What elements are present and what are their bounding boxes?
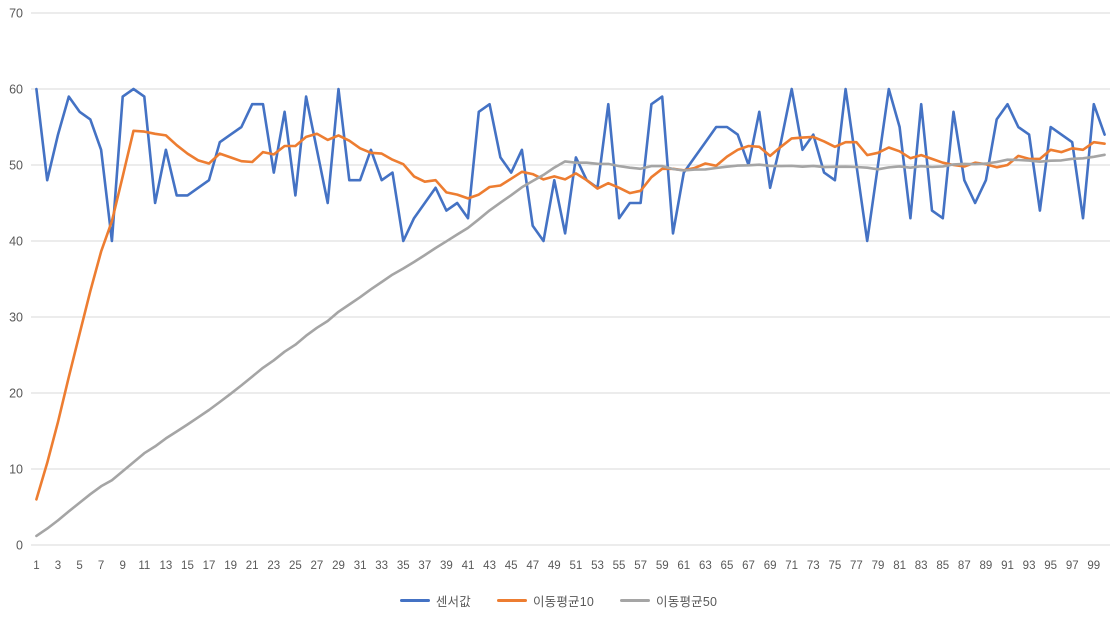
y-axis-tick-label: 30 xyxy=(9,311,23,325)
x-axis-tick-label: 51 xyxy=(569,560,582,572)
y-axis-tick-label: 20 xyxy=(9,387,23,401)
x-axis-tick-label: 89 xyxy=(980,560,993,572)
legend-item-ma50: 이동평균50 xyxy=(620,591,717,610)
x-axis-tick-label: 13 xyxy=(159,560,172,572)
legend-label-ma10: 이동평균10 xyxy=(532,595,595,609)
x-axis-tick-label: 81 xyxy=(893,560,906,572)
x-axis-tick-label: 73 xyxy=(807,560,820,572)
y-axis-tick-label: 0 xyxy=(16,539,23,553)
x-axis-tick-label: 93 xyxy=(1023,560,1036,572)
sensor-line-swatch-icon xyxy=(399,598,430,603)
x-axis-tick-label: 33 xyxy=(375,560,388,572)
x-axis-tick-label: 39 xyxy=(440,560,453,572)
x-axis-tick-label: 79 xyxy=(872,560,885,572)
ma10-line-swatch-icon xyxy=(496,598,527,603)
x-axis-tick-label: 63 xyxy=(699,560,712,572)
y-axis-tick-label: 60 xyxy=(9,83,23,97)
x-axis-tick-label: 27 xyxy=(311,560,324,572)
x-axis-tick-label: 57 xyxy=(634,560,647,572)
y-axis-tick-label: 70 xyxy=(9,7,23,21)
x-axis-tick-label: 9 xyxy=(120,560,126,572)
x-axis-tick-label: 75 xyxy=(828,560,841,572)
chart-legend: 센서값 이동평균10 이동평균50 xyxy=(0,591,1117,610)
x-axis-tick-label: 25 xyxy=(289,560,302,572)
x-axis-tick-label: 55 xyxy=(613,560,626,572)
x-axis-tick-label: 19 xyxy=(224,560,237,572)
x-axis-tick-label: 97 xyxy=(1066,560,1079,572)
x-axis-tick-label: 35 xyxy=(397,560,410,572)
ma50-series-line xyxy=(35,153,1106,538)
x-axis-tick-label: 69 xyxy=(764,560,777,572)
x-axis-tick-label: 47 xyxy=(526,560,539,572)
ma50-line-swatch-icon xyxy=(620,598,651,603)
x-axis-tick-label: 95 xyxy=(1044,560,1057,572)
x-axis-tick-label: 11 xyxy=(138,560,150,572)
x-axis-tick-label: 5 xyxy=(76,560,82,572)
x-axis-tick-label: 91 xyxy=(1001,560,1014,572)
x-axis-tick-label: 77 xyxy=(850,560,863,572)
x-axis-tick-label: 17 xyxy=(203,560,216,572)
legend-label-sensor: 센서값 xyxy=(435,595,471,609)
y-axis-tick-label: 50 xyxy=(9,159,23,173)
x-axis-tick-label: 41 xyxy=(462,560,475,572)
x-axis-tick-label: 1 xyxy=(33,560,39,572)
x-axis-tick-label: 53 xyxy=(591,560,604,572)
legend-item-ma10: 이동평균10 xyxy=(496,591,595,610)
x-axis-tick-label: 83 xyxy=(915,560,928,572)
x-axis-tick-label: 23 xyxy=(267,560,280,572)
y-axis-tick-label: 40 xyxy=(9,235,23,249)
x-axis-tick-label: 29 xyxy=(332,560,345,572)
x-axis-tick-label: 61 xyxy=(677,560,690,572)
x-axis-tick-label: 85 xyxy=(936,560,949,572)
x-axis-tick-label: 99 xyxy=(1087,560,1100,572)
x-axis-tick-label: 45 xyxy=(505,560,518,572)
x-axis-tick-label: 49 xyxy=(548,560,561,572)
ma10-series-line xyxy=(35,129,1106,501)
x-axis-tick-label: 21 xyxy=(246,560,259,572)
x-axis-tick-label: 7 xyxy=(98,560,104,572)
x-axis-tick-label: 65 xyxy=(721,560,734,572)
legend-item-sensor: 센서값 xyxy=(399,591,471,610)
x-axis-tick-label: 37 xyxy=(418,560,431,572)
x-axis-tick-label: 15 xyxy=(181,560,194,572)
legend-label-ma50: 이동평균50 xyxy=(656,595,718,609)
x-axis-tick-label: 87 xyxy=(958,560,971,572)
x-axis-tick-label: 3 xyxy=(55,560,61,572)
y-axis-tick-label: 10 xyxy=(9,463,23,477)
x-axis-tick-label: 67 xyxy=(742,560,755,572)
x-axis-tick-label: 43 xyxy=(483,560,496,572)
x-axis-tick-label: 71 xyxy=(785,560,798,572)
x-axis-tick-label: 59 xyxy=(656,560,669,572)
x-axis-tick-label: 31 xyxy=(354,560,367,572)
